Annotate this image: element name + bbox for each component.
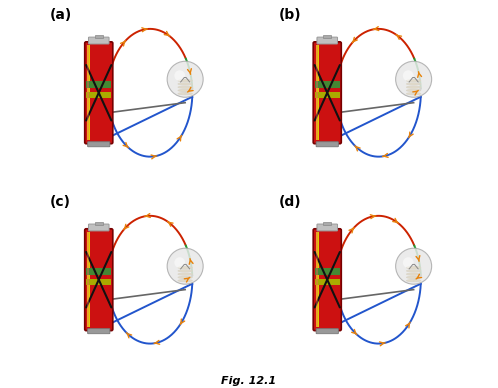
FancyBboxPatch shape [316, 329, 338, 334]
FancyBboxPatch shape [317, 37, 338, 44]
FancyBboxPatch shape [313, 42, 341, 144]
Bar [87, 232, 89, 327]
FancyBboxPatch shape [89, 37, 109, 44]
FancyBboxPatch shape [316, 142, 338, 147]
Bar [316, 45, 319, 140]
Bar [95, 35, 103, 38]
Bar [95, 222, 103, 225]
Circle shape [395, 248, 432, 284]
Bar [315, 92, 340, 98]
Bar [86, 81, 112, 88]
Text: (d): (d) [279, 195, 301, 209]
Bar [87, 45, 89, 140]
Ellipse shape [406, 267, 421, 269]
Text: (c): (c) [50, 195, 71, 209]
Ellipse shape [406, 80, 421, 82]
Circle shape [167, 61, 203, 97]
Ellipse shape [178, 80, 192, 82]
Ellipse shape [178, 270, 192, 272]
Ellipse shape [406, 279, 421, 282]
Ellipse shape [406, 93, 421, 95]
Bar [324, 35, 331, 38]
Ellipse shape [178, 93, 192, 95]
Bar [86, 268, 112, 275]
Bar [315, 268, 340, 275]
Circle shape [167, 248, 203, 284]
Bar [324, 222, 331, 225]
Ellipse shape [406, 86, 421, 88]
Ellipse shape [178, 276, 192, 279]
Ellipse shape [406, 270, 421, 272]
Bar [86, 279, 112, 285]
Ellipse shape [178, 279, 192, 282]
Ellipse shape [178, 86, 192, 88]
FancyBboxPatch shape [88, 142, 110, 147]
Bar [87, 45, 90, 140]
Ellipse shape [406, 83, 421, 85]
Text: (a): (a) [50, 8, 72, 22]
Circle shape [395, 61, 432, 97]
Bar [316, 45, 318, 140]
Ellipse shape [178, 273, 192, 275]
Ellipse shape [406, 276, 421, 279]
FancyBboxPatch shape [313, 229, 341, 331]
Bar [316, 232, 318, 327]
Bar [316, 232, 319, 327]
Text: (b): (b) [279, 8, 301, 22]
Bar [315, 81, 340, 88]
Circle shape [174, 257, 185, 268]
Bar [86, 92, 112, 98]
Bar [87, 232, 90, 327]
Bar [315, 279, 340, 285]
Circle shape [174, 70, 185, 81]
FancyBboxPatch shape [85, 42, 113, 144]
FancyBboxPatch shape [85, 229, 113, 331]
Ellipse shape [178, 89, 192, 92]
FancyBboxPatch shape [89, 224, 109, 231]
FancyBboxPatch shape [317, 224, 338, 231]
Circle shape [403, 70, 414, 81]
Ellipse shape [178, 267, 192, 269]
Ellipse shape [406, 89, 421, 92]
FancyBboxPatch shape [88, 329, 110, 334]
Ellipse shape [178, 83, 192, 85]
Ellipse shape [406, 273, 421, 275]
Text: Fig. 12.1: Fig. 12.1 [222, 376, 276, 386]
Circle shape [403, 257, 414, 268]
